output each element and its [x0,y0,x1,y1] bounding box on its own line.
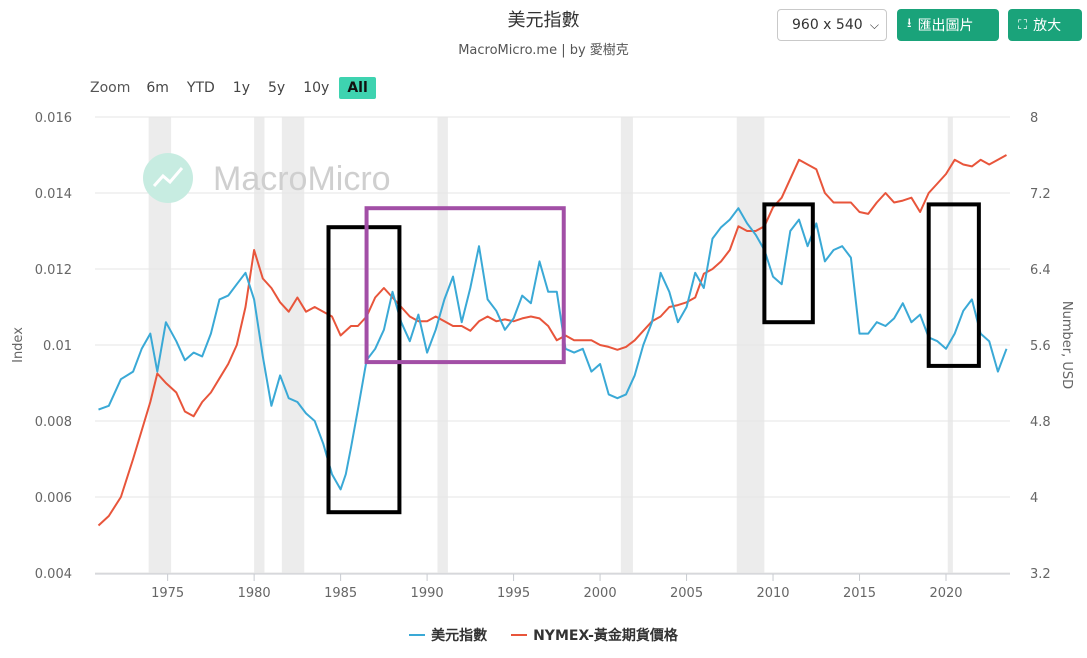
export-image-label: 匯出圖片 [917,18,974,34]
y-right-tick-label: 6.4 [1030,263,1051,278]
y-right-tick-label: 3.2 [1030,567,1051,582]
zoom-10y-button[interactable]: 10y [303,80,330,96]
zoom-label: Zoom [90,80,131,96]
size-select-value: 960 x 540 [792,17,863,33]
zoom-all-button[interactable]: All [339,77,376,99]
x-tick-label: 2005 [670,586,703,601]
y-right-tick-label: 4.8 [1030,415,1051,430]
highlight-box-3 [926,202,981,368]
highlight-box-1 [364,206,566,365]
x-tick-label: 1990 [411,586,444,601]
expand-icon: ⛶ [1018,17,1028,33]
zoom-6m-button[interactable]: 6m [146,80,169,96]
y-left-tick-label: 0.012 [35,263,72,278]
enlarge-label: 放大 [1033,18,1062,34]
highlight-box-0 [326,225,402,515]
y-right-tick-label: 8 [1030,111,1038,126]
series-line-usd-index [98,207,1008,491]
x-tick-label: 1980 [238,586,271,601]
y-left-tick-label: 0.004 [35,567,72,582]
x-tick-label: 1975 [151,586,184,601]
series-line-gold-futures [97,154,1007,527]
y-right-tick-label: 7.2 [1030,187,1051,202]
download-icon: ⭳ [907,16,912,31]
export-image-button[interactable]: ⭳ 匯出圖片 [897,9,999,41]
y-left-tick-label: 0.01 [43,339,72,354]
zoom-5y-button[interactable]: 5y [268,80,286,96]
legend-swatch-usd [409,634,426,636]
zoom-bar: Zoom 6m YTD 1y 5y 10y All [90,76,378,100]
legend-label-gold: NYMEX-黃金期貨價格 [533,628,678,644]
legend-item-usd[interactable]: 美元指數 [409,625,487,645]
watermark-logo-icon [143,153,193,203]
y-left-axis-label: Index [11,327,26,363]
chart-title: 美元指數 [507,10,580,31]
zoom-ytd-button[interactable]: YTD [186,80,215,96]
y-right-axis-label: Number, USD [1059,301,1074,389]
size-select[interactable]: 960 x 540 ⌵ [777,9,887,41]
zoom-1y-button[interactable]: 1y [232,80,250,96]
enlarge-button[interactable]: ⛶ 放大 [1008,9,1082,41]
chevron-down-icon: ⌵ [869,18,879,32]
x-tick-label: 1985 [324,586,357,601]
legend-swatch-gold [511,634,528,636]
x-tick-label: 1995 [497,586,530,601]
watermark-trend-icon [152,167,184,188]
y-left-tick-label: 0.014 [35,187,72,202]
legend-item-gold[interactable]: NYMEX-黃金期貨價格 [511,625,678,645]
y-left-tick-label: 0.016 [35,111,72,126]
chart-canvas: MacroMicro 0.004 0.006 0.008 0.01 0.012 0.014… [11,111,1074,601]
x-tick-label: 2000 [584,586,617,601]
x-tick-label: 2015 [843,586,876,601]
x-tick-label: 2020 [929,586,962,601]
x-tick-label: 2010 [756,586,789,601]
highlight-box-2 [762,202,815,325]
y-right-tick-label: 5.6 [1030,339,1051,354]
y-left-tick-label: 0.008 [35,415,72,430]
legend: 美元指數 NYMEX-黃金期貨價格 [0,625,1087,645]
y-right-tick-label: 4 [1030,491,1038,506]
watermark-text: MacroMicro [213,160,391,198]
chart-subtitle: MacroMicro.me | by 愛樹克 [458,43,629,58]
legend-label-usd: 美元指數 [431,628,488,644]
y-left-tick-label: 0.006 [35,491,72,506]
